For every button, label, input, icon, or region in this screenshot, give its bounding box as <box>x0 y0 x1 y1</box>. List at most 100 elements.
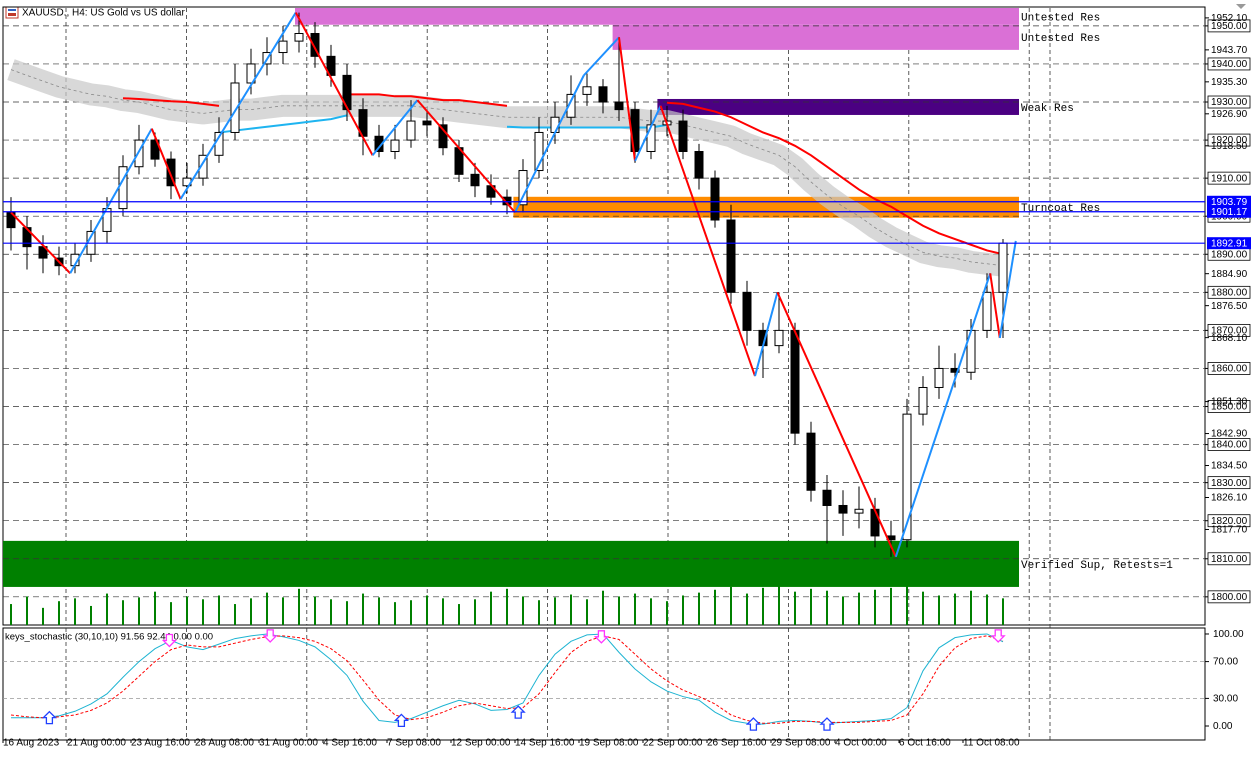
volume-bar <box>746 593 748 625</box>
volume-bar <box>458 604 460 625</box>
y-tick-label: 1918.50 <box>1211 141 1248 152</box>
y-tick-label: 1884.90 <box>1211 269 1248 280</box>
y-tick-box <box>1207 285 1251 299</box>
candle-body <box>774 329 784 347</box>
y-tick-box <box>1207 133 1251 147</box>
y-tick-box <box>1207 57 1251 71</box>
zigzag-segment <box>618 37 636 162</box>
volume-bar <box>778 585 780 625</box>
volume-bar <box>714 589 716 625</box>
volume-bar <box>650 598 652 625</box>
volume-bar <box>10 604 12 625</box>
chart-title: XAUUSD., H4: US Gold vs US dollar <box>22 8 185 19</box>
candle-body <box>294 33 304 42</box>
price-line-label: 1901.17 <box>1211 207 1248 218</box>
candle-body <box>438 124 448 149</box>
candle-body <box>838 504 848 514</box>
volume-bar <box>314 596 316 625</box>
candle-body <box>598 86 608 103</box>
volume-bar <box>538 600 540 625</box>
y-tick-label: 1876.50 <box>1211 301 1248 312</box>
volume-bar <box>890 587 892 625</box>
volume-bar <box>682 595 684 625</box>
x-tick-label: 14 Sep 16:00 <box>515 738 575 749</box>
zone <box>3 540 1019 587</box>
candle-body <box>518 170 528 206</box>
price-line-box <box>1207 205 1251 218</box>
zigzag-segment <box>416 99 516 214</box>
y-tick-label: 1943.70 <box>1211 45 1248 56</box>
volume-bar <box>138 597 140 625</box>
x-tick-label: 6 Oct 16:00 <box>899 738 951 749</box>
volume-bar <box>106 593 108 625</box>
x-tick-label: 21 Aug 00:00 <box>67 738 126 749</box>
candle-body <box>278 40 288 54</box>
zigzag-segment <box>150 128 182 200</box>
y-tick-box <box>1207 590 1251 604</box>
zigzag-segment <box>371 99 419 156</box>
zigzag-segment <box>659 105 756 377</box>
volume-bar <box>410 600 412 625</box>
icon-bar <box>8 13 16 16</box>
y-tick-label: 1880.00 <box>1211 287 1248 298</box>
candle-body <box>614 101 624 111</box>
candle-body <box>710 177 720 221</box>
candle-body <box>198 154 208 179</box>
y-tick-box <box>1207 95 1251 109</box>
candle-body <box>790 329 800 434</box>
buy-arrow <box>819 717 835 731</box>
volume-bar <box>330 599 332 625</box>
y-tick-label: 1850.00 <box>1211 402 1248 413</box>
price-line-box <box>1207 195 1251 208</box>
volume-bar <box>874 589 876 625</box>
volume-bar <box>634 593 636 625</box>
volume-bar <box>554 597 556 625</box>
candle-body <box>822 489 832 506</box>
volume-bar <box>666 601 668 625</box>
x-tick-label: 7 Sep 08:00 <box>387 738 441 749</box>
volume-bar <box>474 599 476 625</box>
y-tick-label: 1851.30 <box>1211 397 1248 408</box>
volume-bar <box>586 599 588 625</box>
candle-body <box>470 173 480 187</box>
volume-bar <box>42 607 44 625</box>
volume-bar <box>186 596 188 625</box>
buy-arrow <box>41 710 57 725</box>
sell-arrow <box>161 633 177 648</box>
volume-bar <box>234 604 236 625</box>
volume-bar <box>282 597 284 625</box>
candle-body <box>406 120 416 141</box>
indicator-title: keys_stochastic (30,10,10) 91.56 92.44 0… <box>5 632 213 643</box>
volume-bar <box>250 598 252 625</box>
y-tick-label: 1840.00 <box>1211 440 1248 451</box>
zigzag-segment <box>583 36 620 77</box>
price-line-label: 1903.79 <box>1211 197 1248 208</box>
volume-bar <box>298 588 300 625</box>
x-tick-label: 19 Sep 08:00 <box>579 738 639 749</box>
volume-bar <box>810 588 812 625</box>
candle-body <box>726 219 736 293</box>
volume-bar <box>602 590 604 625</box>
header-icon <box>5 6 19 19</box>
volume-bar <box>362 593 364 625</box>
zigzag-segment <box>514 74 585 213</box>
x-tick-label: 12 Sep 00:00 <box>451 738 511 749</box>
y-tick-label: 1834.50 <box>1211 461 1248 472</box>
y-tick-label: 1810.00 <box>1211 554 1248 565</box>
candle-body <box>934 367 944 388</box>
candle-body <box>550 116 560 133</box>
volume-bar <box>970 590 972 625</box>
candle-body <box>998 242 1008 293</box>
candle-body <box>134 139 144 168</box>
y-tick-box <box>1207 171 1251 185</box>
volume-bar <box>826 590 828 625</box>
candle-body <box>230 82 240 133</box>
volume-bar <box>170 602 172 625</box>
zone <box>513 196 1019 218</box>
volume-bar <box>698 592 700 625</box>
volume-bar <box>58 601 60 625</box>
y-tick-box <box>1207 552 1251 566</box>
buy-arrow <box>393 713 409 728</box>
zone <box>657 98 1019 115</box>
